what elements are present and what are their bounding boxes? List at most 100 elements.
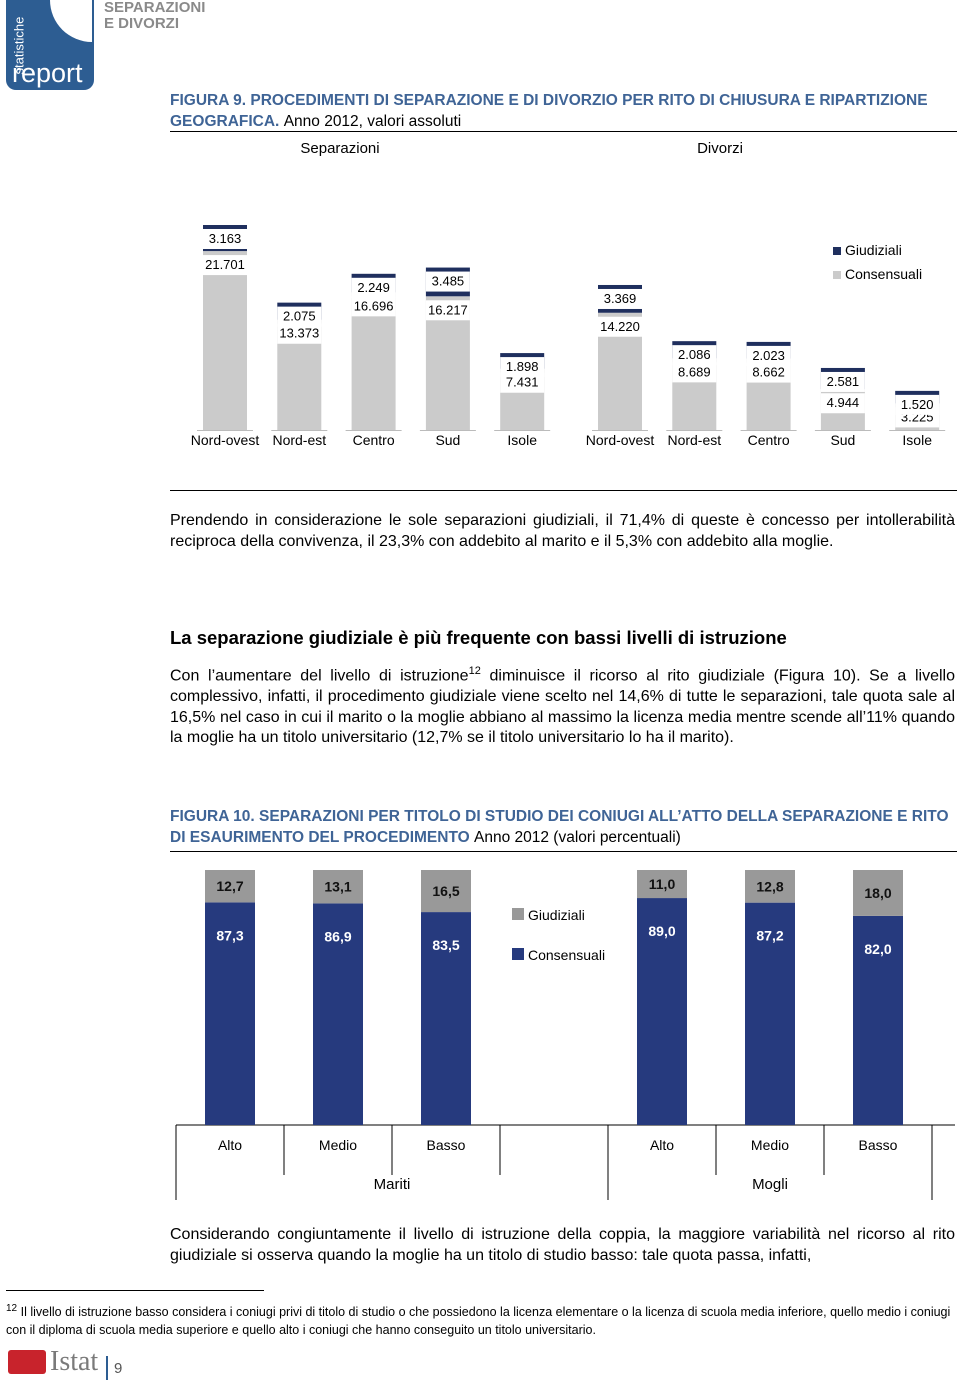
label-box <box>746 345 791 366</box>
footnote-ref: 12 <box>468 665 481 677</box>
value-label: 1.898 <box>506 359 539 374</box>
footer-divider <box>106 1356 108 1380</box>
label-box <box>351 277 396 298</box>
label-box <box>746 362 791 383</box>
value-label: 87,3 <box>216 927 243 943</box>
label-box <box>895 394 940 415</box>
value-label: 16,5 <box>432 883 459 899</box>
value-label: 8.662 <box>752 365 785 380</box>
value-label: 83,5 <box>432 937 459 953</box>
x-tick-label: Nord-est <box>667 432 721 448</box>
label-box <box>277 323 322 344</box>
bar <box>421 870 471 913</box>
value-label: 87,2 <box>756 928 783 944</box>
value-label: 16.696 <box>354 298 394 313</box>
value-label: 14.220 <box>600 319 640 334</box>
paragraph: Considerando congiuntamente il livello d… <box>170 1226 955 1264</box>
label-box <box>500 372 545 393</box>
label-box <box>672 362 717 383</box>
logo-shape <box>50 0 92 42</box>
value-label: 18,0 <box>864 885 891 901</box>
label-box <box>672 345 717 366</box>
value-label: 89,0 <box>648 923 675 939</box>
value-label: 2.086 <box>678 347 711 362</box>
value-label: 2.023 <box>752 348 785 363</box>
legend-label: Giudiziali <box>845 242 902 258</box>
label-box <box>820 371 865 392</box>
x-tick-label: Centro <box>353 432 395 448</box>
value-label: 86,9 <box>324 928 351 944</box>
label-box <box>203 229 247 249</box>
group-label: Mariti <box>374 1176 411 1193</box>
logo: statistiche report <box>6 0 94 90</box>
bar <box>421 912 471 1125</box>
group-label: Divorzi <box>697 140 743 157</box>
paragraph: Prendendo in considerazione le sole sepa… <box>170 512 955 550</box>
bar <box>745 870 795 903</box>
label-box <box>277 306 322 327</box>
group-label: Separazioni <box>300 140 379 157</box>
istat-mark <box>8 1350 46 1374</box>
legend-label: Consensuali <box>528 947 605 963</box>
x-tick-label: Sud <box>830 432 855 448</box>
chart: 87,3 12,7 Alto 86,9 13,1 Medio 83,5 16,5 Basso 89… <box>175 870 955 1200</box>
footnote-text: Il livello di istruzione basso considera… <box>6 1305 951 1338</box>
label-box <box>598 316 642 337</box>
x-tick-label: Sud <box>435 432 460 448</box>
bar <box>205 870 255 903</box>
text: diminuisce il ricorso al rito giudiziale… <box>170 667 955 747</box>
bar <box>203 251 247 430</box>
bar <box>313 903 363 1125</box>
bar <box>205 902 255 1125</box>
value-label: 11,0 <box>649 876 676 892</box>
bar <box>637 870 687 899</box>
legend-swatch <box>833 271 841 279</box>
text: Con l’aumentare del livello di istruzion… <box>170 667 469 685</box>
x-tick-label: Medio <box>751 1137 789 1153</box>
label-box <box>598 288 642 309</box>
rule <box>170 131 957 132</box>
figure-title-text: PROCEDIMENTI DI SEPARAZIONE E DI DIVORZI… <box>170 92 928 130</box>
x-tick-label: Isole <box>902 432 932 448</box>
page-number: 9 <box>114 1360 123 1377</box>
legend-swatch <box>512 908 524 920</box>
x-tick-label: Nord-est <box>272 432 326 448</box>
rule <box>170 490 957 491</box>
value-label: 2.581 <box>827 374 860 389</box>
x-tick-label: Basso <box>427 1137 466 1153</box>
figure-title-text: SEPARAZIONI PER TITOLO DI STUDIO DEI CON… <box>170 808 949 846</box>
value-label: 21.701 <box>205 257 245 272</box>
value-label: 2.075 <box>283 309 316 324</box>
label-box <box>425 300 470 321</box>
logo-main: report <box>12 58 83 88</box>
istat-logo: Istat <box>50 1346 99 1377</box>
bar <box>853 870 903 916</box>
label-box <box>500 357 545 378</box>
x-tick-label: Medio <box>319 1137 357 1153</box>
label-box <box>820 393 865 414</box>
value-label: 13.373 <box>279 326 319 341</box>
label-box <box>351 296 396 317</box>
bar <box>745 902 795 1125</box>
figure-title: FIGURA 10. SEPARAZIONI PER TITOLO DI STU… <box>170 806 955 848</box>
legend-swatch <box>833 247 841 255</box>
footnote: 12 Il livello di istruzione basso consid… <box>6 1300 951 1339</box>
x-tick-label: Isole <box>507 432 537 448</box>
section-heading: La separazione giudiziale è più frequent… <box>170 627 787 648</box>
label-box <box>203 255 247 276</box>
rule <box>170 851 957 852</box>
group-label: Mogli <box>752 1176 788 1193</box>
paragraph: Con l’aumentare del livello di istruzion… <box>170 661 955 749</box>
x-tick-label: Alto <box>650 1137 674 1153</box>
value-label: 12,8 <box>756 878 783 894</box>
bar <box>637 898 687 1125</box>
legend-swatch <box>512 948 524 960</box>
footnote-number: 12 <box>6 1303 18 1314</box>
x-tick-label: Centro <box>748 432 790 448</box>
legend-label: Consensuali <box>845 266 922 282</box>
legend-label: Giudiziali <box>528 907 585 923</box>
value-label: 13,1 <box>324 879 351 895</box>
bar <box>853 915 903 1125</box>
bar <box>313 870 363 904</box>
